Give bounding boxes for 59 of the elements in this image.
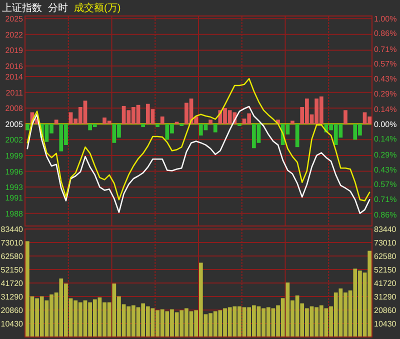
y2-tick-label: 0.57% [374,60,397,69]
y2-tick-label: 0.00% [374,120,397,129]
y2-tick-label: 20860 [374,306,397,315]
y2-tick-label: 0.14% [374,134,397,144]
y-tick-label: 2011 [6,88,24,98]
bar [54,120,58,124]
y2-tick-label: 0.43% [374,165,397,174]
bar [160,116,164,124]
y2-tick-label: 73010 [374,238,397,248]
chart-subtitle: 分时 [48,2,68,14]
bar [213,124,218,132]
bar [344,110,348,124]
y2-tick-label: 41720 [374,279,397,288]
y-tick-label: 62580 [0,252,24,261]
y2-tick-label: 0.43% [374,74,397,84]
line-series [26,78,370,202]
y-tick-label: 20860 [0,306,24,315]
y-tick-label: 2002 [5,136,24,145]
y2-tick-label: 62580 [374,252,397,261]
y2-tick-label: 0.86% [374,210,397,220]
y2-tick-label: 10430 [374,320,397,328]
y-tick-label: 1988 [5,209,24,218]
y-tick-label: 2025 [5,14,24,24]
y-tick-label: 2016 [5,62,24,71]
y2-tick-label: 31290 [374,292,397,302]
bar [290,120,294,124]
y-tick-label: 41720 [0,279,24,288]
y-tick-label: 2022 [5,30,24,40]
y2-tick-label: 0.29% [374,89,397,98]
y2-tick-label: 0.57% [374,180,397,190]
bar [25,124,30,130]
y2-tick-label: 0.29% [374,150,397,160]
y2-tick-label: 0.14% [374,105,397,114]
y2-tick-label: 0.71% [374,194,397,204]
chart-title: 上证指数 [2,2,42,14]
line-series [26,106,370,214]
y-tick-label: 1996 [5,167,24,176]
y2-tick-label: 83440 [374,225,397,234]
y-tick-label: 1999 [5,151,24,160]
bar [295,124,300,148]
y-tick-label: 52150 [0,266,24,274]
text: 成交额(万) [74,2,121,14]
y-tick-label: 2014 [5,72,24,82]
y-tick-label: 1993 [5,183,24,192]
y-tick-label: 2005 [5,120,24,129]
y2-tick-label: 52150 [374,266,397,274]
y-tick-label: 2008 [5,104,24,114]
bar [156,124,160,128]
y2-tick-label: 1.00% [374,14,397,24]
y-tick-label: 73010 [0,238,24,248]
y-tick-label: 31290 [0,292,24,302]
y2-tick-label: 0.86% [374,29,397,38]
y-tick-label: 2019 [5,46,24,56]
y-tick-label: 10430 [0,320,24,328]
y-tick-label: 1991 [5,194,24,203]
y2-tick-label: 0.71% [374,44,397,54]
bar [141,124,146,128]
bar [208,120,212,124]
y-tick-label: 83440 [0,225,24,234]
